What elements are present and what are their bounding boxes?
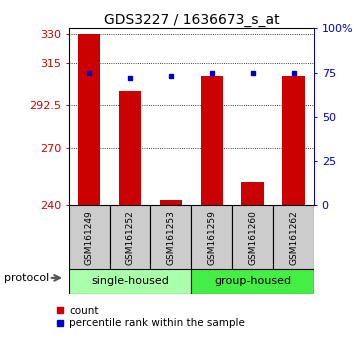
Text: protocol: protocol: [4, 273, 49, 283]
Bar: [78, 34, 100, 205]
Bar: [109, 205, 151, 269]
Bar: [151, 205, 191, 269]
Text: GSM161252: GSM161252: [126, 210, 134, 264]
Bar: [191, 269, 314, 294]
Bar: [160, 200, 182, 205]
Bar: [69, 205, 109, 269]
Bar: [273, 205, 314, 269]
Bar: [242, 182, 264, 205]
Bar: [69, 269, 191, 294]
Text: GSM161262: GSM161262: [289, 210, 298, 264]
Title: GDS3227 / 1636673_s_at: GDS3227 / 1636673_s_at: [104, 13, 279, 27]
Bar: [282, 76, 305, 205]
Text: group-housed: group-housed: [214, 276, 291, 286]
Text: GSM161259: GSM161259: [207, 210, 216, 265]
Text: GSM161249: GSM161249: [84, 210, 93, 264]
Text: GSM161260: GSM161260: [248, 210, 257, 265]
Bar: [232, 205, 273, 269]
Text: GSM161253: GSM161253: [166, 210, 175, 265]
Bar: [119, 91, 141, 205]
Text: single-housed: single-housed: [91, 276, 169, 286]
Bar: [200, 76, 223, 205]
Legend: count, percentile rank within the sample: count, percentile rank within the sample: [56, 306, 245, 328]
Bar: [191, 205, 232, 269]
